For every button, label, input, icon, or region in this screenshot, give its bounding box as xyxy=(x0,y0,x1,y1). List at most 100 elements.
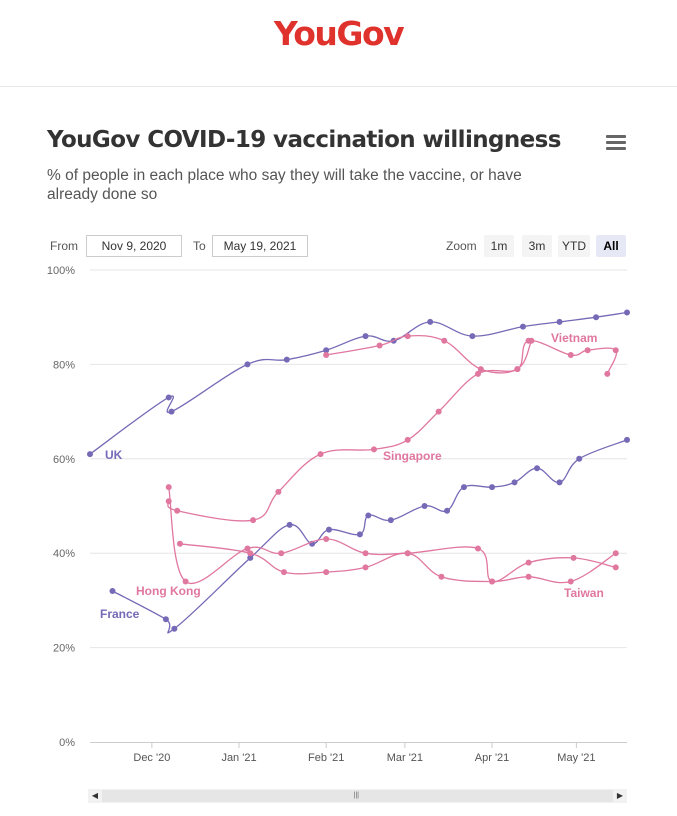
france-data-point xyxy=(162,616,169,623)
singapore-data-point xyxy=(435,408,442,415)
uk-data-point xyxy=(168,408,175,415)
uk-data-point xyxy=(165,394,172,401)
uk-data-point xyxy=(519,323,526,330)
taiwan-data-point xyxy=(612,550,619,557)
uk-data-point xyxy=(624,309,630,316)
france-data-point xyxy=(460,484,467,491)
triangle-right-icon[interactable]: ▶ xyxy=(616,791,624,800)
uk-data-point xyxy=(323,347,330,354)
vietnam-data-point xyxy=(441,337,448,344)
chart-title: YouGov COVID-19 vaccination willingness xyxy=(47,127,561,153)
taiwan-data-point xyxy=(176,540,183,547)
uk-data-point xyxy=(469,333,476,340)
singapore-series-label: Singapore xyxy=(383,449,442,463)
singapore-data-point xyxy=(174,507,181,514)
france-data-point xyxy=(511,479,518,486)
vietnam-data-point xyxy=(404,333,411,340)
grip-icon: ||| xyxy=(353,792,359,799)
zoom-ytd-button[interactable]: YTD xyxy=(558,235,590,257)
x-tick-label: May '21 xyxy=(557,752,595,764)
vietnam-data-point xyxy=(477,366,484,373)
singapore-data-point xyxy=(317,451,324,458)
zoom-3m-button[interactable]: 3m xyxy=(522,235,552,257)
y-tick-label: 60% xyxy=(53,454,75,466)
hong-kong-data-point xyxy=(323,536,330,543)
hong-kong-data-point xyxy=(244,545,251,552)
triangle-left-icon[interactable]: ◀ xyxy=(91,791,99,800)
france-data-point xyxy=(576,455,583,462)
navigator-scrollbar[interactable]: ◀ ||| ▶ xyxy=(88,789,627,803)
uk-series-label: UK xyxy=(105,448,123,462)
france-data-point xyxy=(356,531,363,538)
hong-kong-data-point xyxy=(362,550,369,557)
hong-kong-series-label: Hong Kong xyxy=(136,584,201,598)
taiwan-data-point xyxy=(404,550,411,557)
uk-data-point xyxy=(362,333,369,340)
vietnam-data-point xyxy=(584,347,591,354)
singapore-data-point xyxy=(275,488,282,495)
uk-data-point xyxy=(87,451,93,458)
france-data-point xyxy=(286,521,293,528)
y-tick-label: 20% xyxy=(53,643,75,655)
chart-subtitle: % of people in each place who say they w… xyxy=(47,167,522,203)
france-data-point xyxy=(247,554,254,561)
taiwan-series-label: Taiwan xyxy=(564,586,604,600)
yougov-logo: YouGov xyxy=(273,14,405,53)
singapore-data-point xyxy=(474,370,481,377)
uk-data-point xyxy=(593,314,600,321)
singapore-data-point xyxy=(404,436,411,443)
x-tick-label: Feb '21 xyxy=(308,752,344,764)
france-series-label: France xyxy=(100,607,140,621)
taiwan-data-point xyxy=(280,569,287,576)
hong-kong-data-point xyxy=(182,578,189,585)
taiwan-data-point xyxy=(525,573,532,580)
y-tick-label: 100% xyxy=(47,265,75,277)
y-tick-label: 0% xyxy=(59,737,75,749)
vietnam-data-point xyxy=(604,370,611,377)
scrollbar-thumb[interactable]: ||| xyxy=(102,790,613,802)
range-to-input[interactable]: May 19, 2021 xyxy=(212,235,308,257)
uk-data-point xyxy=(556,318,563,325)
taiwan-data-point xyxy=(247,550,254,557)
range-from-input[interactable]: Nov 9, 2020 xyxy=(86,235,182,257)
y-tick-label: 80% xyxy=(53,359,75,371)
france-data-point xyxy=(444,507,451,514)
x-tick-label: Dec '20 xyxy=(133,752,170,764)
x-tick-label: Apr '21 xyxy=(475,752,510,764)
taiwan-data-point xyxy=(489,578,496,585)
range-from-label: From xyxy=(50,239,78,253)
singapore-data-point xyxy=(528,337,535,344)
france-data-point xyxy=(624,436,630,443)
taiwan-data-point xyxy=(567,578,574,585)
france-data-point xyxy=(325,526,332,533)
singapore-data-point xyxy=(370,446,377,453)
uk-series-line xyxy=(89,311,628,455)
zoom-1m-button[interactable]: 1m xyxy=(484,235,514,257)
y-tick-label: 40% xyxy=(53,548,75,560)
france-data-point xyxy=(109,587,116,594)
france-data-point xyxy=(534,465,541,472)
taiwan-data-point xyxy=(438,573,445,580)
vietnam-data-point xyxy=(612,347,619,354)
france-data-point xyxy=(421,503,428,509)
hong-kong-data-point xyxy=(612,564,619,571)
vietnam-series-label: Vietnam xyxy=(551,331,597,345)
taiwan-data-point xyxy=(323,569,330,576)
france-data-point xyxy=(365,512,372,519)
header-divider xyxy=(0,86,677,87)
uk-data-point xyxy=(244,361,251,368)
singapore-data-point xyxy=(250,517,257,524)
hong-kong-data-point xyxy=(165,484,172,491)
hong-kong-data-point xyxy=(278,550,285,557)
uk-data-point xyxy=(427,318,434,325)
france-data-point xyxy=(387,517,394,524)
hong-kong-series-line xyxy=(168,486,616,585)
hamburger-menu-icon[interactable] xyxy=(606,135,626,153)
uk-data-point xyxy=(283,356,290,363)
vietnam-data-point xyxy=(323,351,330,358)
zoom-all-button[interactable]: All xyxy=(596,235,626,257)
range-to-label: To xyxy=(193,239,206,253)
hong-kong-data-point xyxy=(525,559,532,566)
france-series-line xyxy=(112,439,628,634)
line-chart: 0% 20% 40% 60% 80% 100% Dec '20 Jan '21 Feb '21 M… xyxy=(47,265,630,764)
